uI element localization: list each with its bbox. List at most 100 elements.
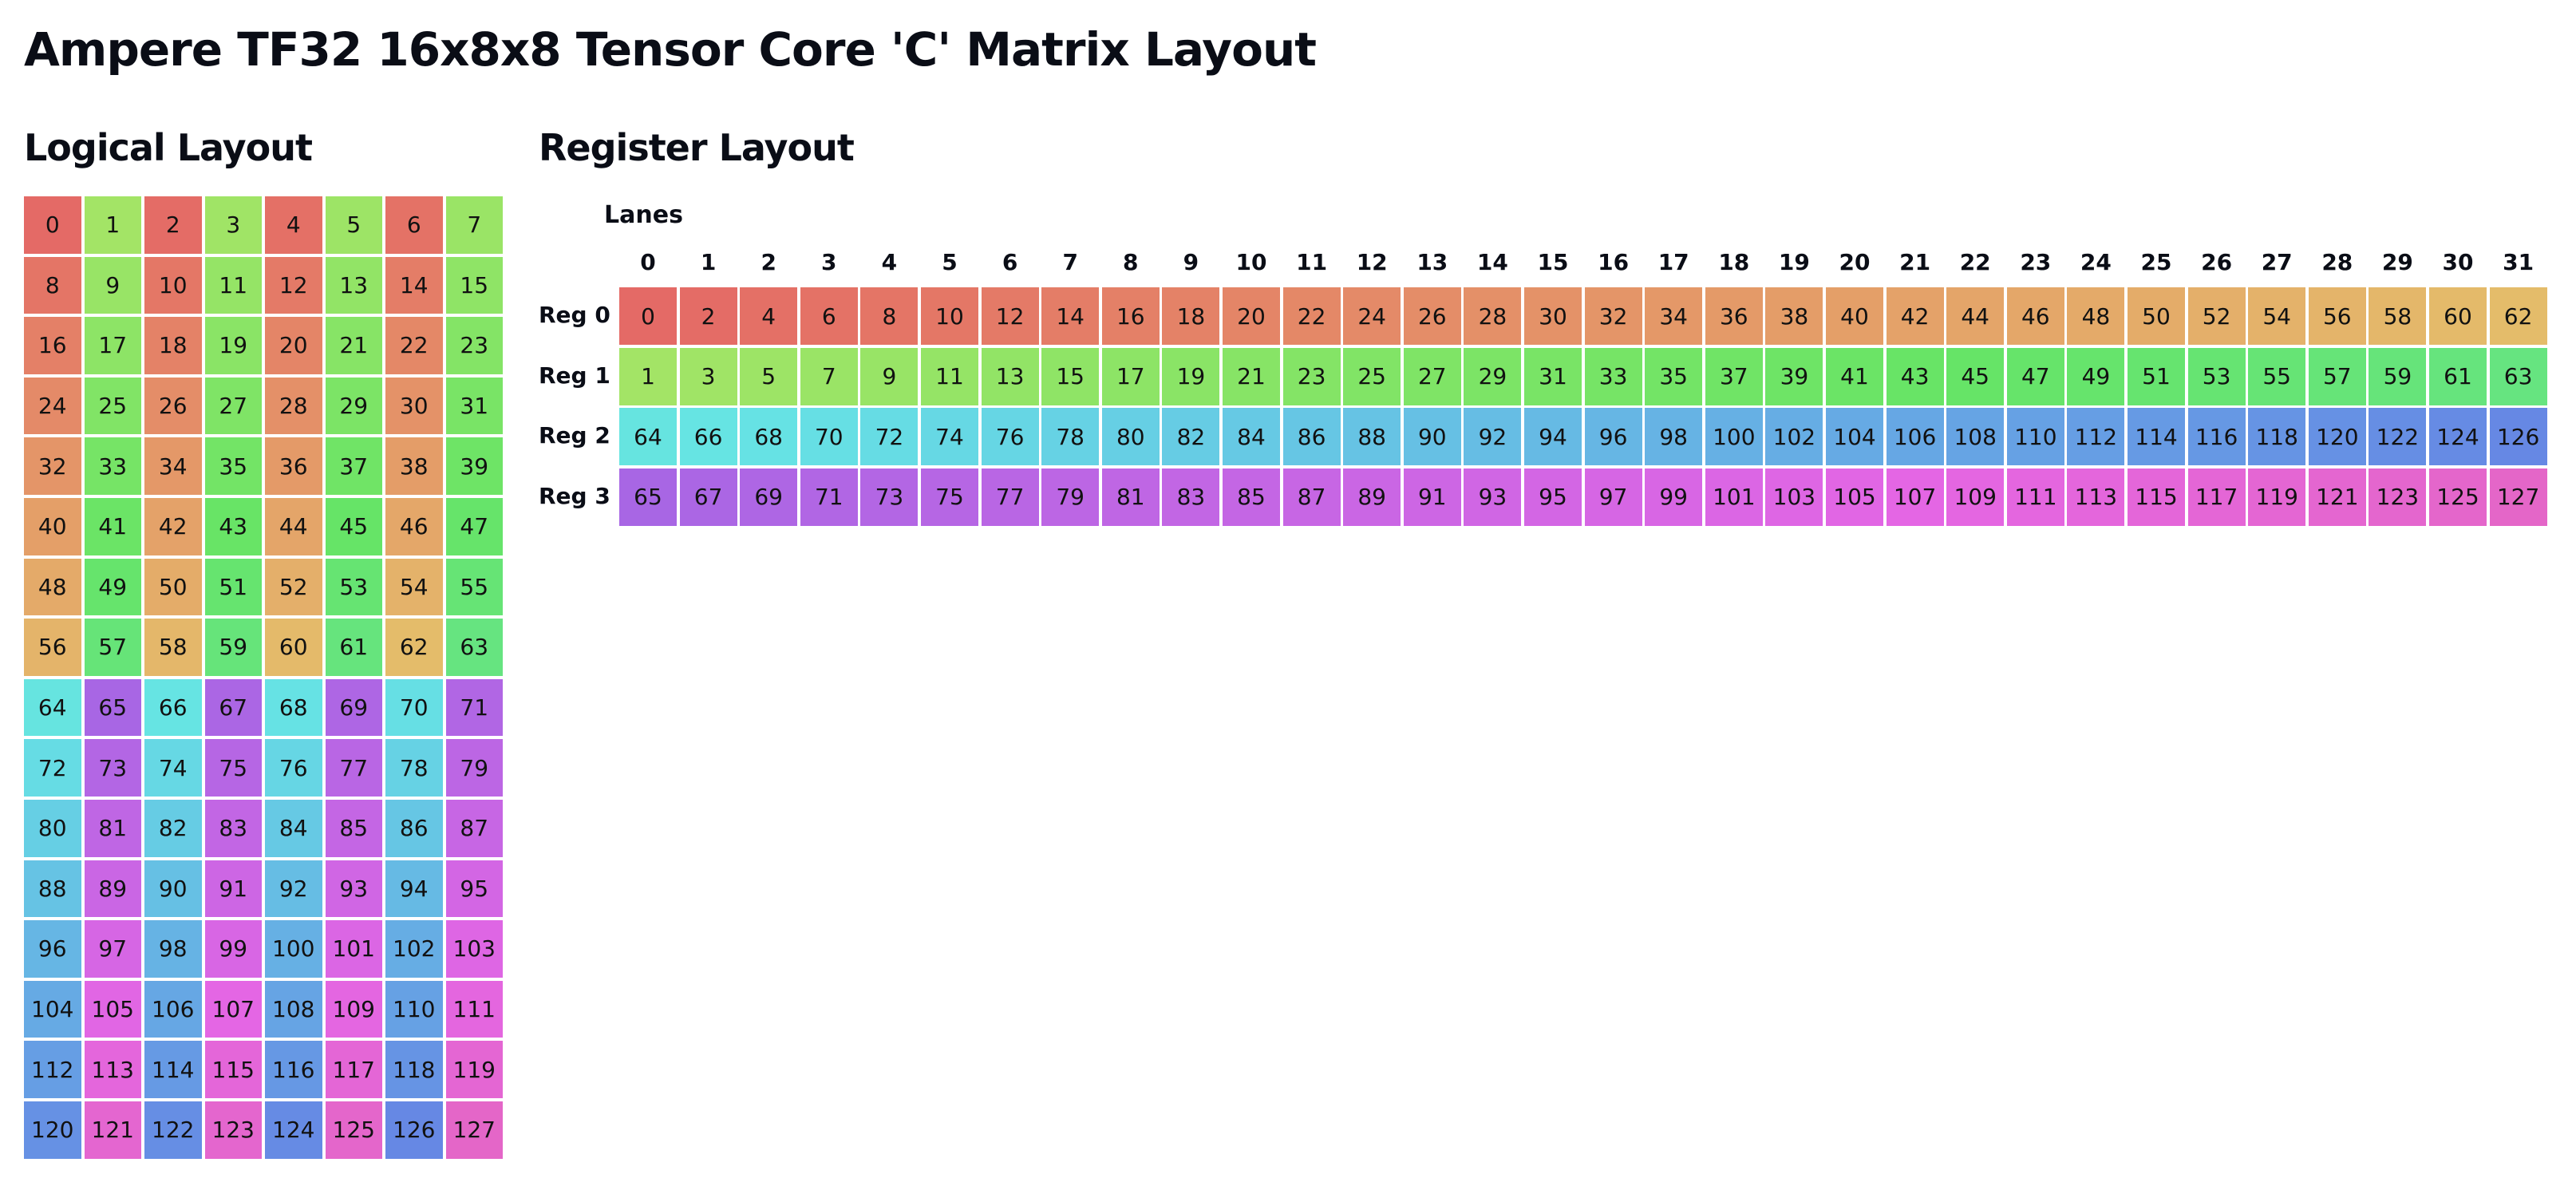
register-cell: 45 — [1946, 347, 2005, 405]
register-cell: 34 — [1645, 287, 1703, 345]
register-cell: 74 — [921, 408, 978, 465]
register-cell: 125 — [2429, 468, 2487, 526]
logical-cell: 124 — [265, 1101, 322, 1159]
logical-cell: 11 — [204, 256, 262, 314]
register-cell: 70 — [800, 408, 858, 465]
register-cell: 71 — [800, 468, 858, 526]
logical-cell: 92 — [265, 860, 322, 918]
logical-cell: 9 — [84, 256, 141, 314]
register-cell: 85 — [1223, 468, 1280, 526]
logical-cell: 79 — [445, 739, 503, 797]
register-cell: 87 — [1282, 468, 1341, 526]
register-cell: 46 — [2006, 287, 2064, 345]
register-cell: 81 — [1101, 468, 1160, 526]
register-cell: 94 — [1524, 408, 1582, 465]
register-cell: 62 — [2489, 287, 2547, 345]
register-cell: 14 — [1041, 287, 1100, 345]
logical-cell: 112 — [24, 1041, 81, 1098]
logical-cell: 26 — [144, 377, 202, 435]
logical-cell: 51 — [204, 558, 262, 616]
register-cell: 65 — [619, 468, 677, 526]
logical-cell: 75 — [204, 739, 262, 797]
logical-cell: 31 — [445, 377, 503, 435]
logical-cell: 60 — [265, 619, 322, 676]
lane-number: 10 — [1235, 249, 1267, 275]
logical-cell: 84 — [265, 800, 322, 857]
register-cell: 75 — [921, 468, 978, 526]
logical-cell: 107 — [204, 980, 262, 1038]
logical-cell: 48 — [24, 558, 81, 616]
register-cell: 117 — [2187, 468, 2246, 526]
register-cell: 64 — [619, 408, 677, 465]
logical-cell: 71 — [445, 678, 503, 737]
lane-number: 8 — [1123, 249, 1139, 275]
logical-cell: 17 — [84, 317, 141, 374]
logical-cell: 54 — [385, 558, 443, 616]
register-cell: 60 — [2429, 287, 2487, 345]
lane-number: 23 — [2020, 249, 2052, 275]
logical-cell: 85 — [325, 800, 382, 857]
register-cell: 32 — [1584, 287, 1642, 345]
logical-cell: 33 — [84, 437, 141, 495]
logical-cell: 96 — [24, 920, 81, 978]
register-cell: 39 — [1765, 347, 1823, 405]
register-cell: 78 — [1041, 408, 1100, 465]
logical-cell: 43 — [204, 498, 262, 555]
lane-number: 26 — [2201, 249, 2233, 275]
register-cell: 107 — [1886, 468, 1944, 526]
logical-cell: 55 — [445, 558, 503, 616]
lane-number: 11 — [1296, 249, 1328, 275]
logical-cell: 118 — [385, 1041, 443, 1098]
lane-number: 7 — [1062, 249, 1078, 275]
register-cell: 111 — [2006, 468, 2064, 526]
logical-cell: 12 — [265, 256, 322, 314]
logical-cell: 30 — [385, 377, 443, 435]
register-cell: 113 — [2067, 468, 2125, 526]
lane-number: 5 — [942, 249, 958, 275]
register-cell: 36 — [1705, 287, 1763, 345]
lane-number: 16 — [1598, 249, 1630, 275]
register-cell: 79 — [1041, 468, 1100, 526]
lane-number: 6 — [1002, 249, 1018, 275]
register-cell: 51 — [2128, 347, 2185, 405]
logical-cell: 14 — [385, 256, 443, 314]
logical-cell: 89 — [84, 860, 141, 918]
logical-cell: 87 — [445, 800, 503, 857]
register-cell: 4 — [740, 287, 798, 345]
logical-cell: 16 — [24, 317, 81, 374]
logical-cell: 120 — [24, 1101, 81, 1159]
lane-number: 1 — [700, 249, 717, 275]
register-cell: 72 — [860, 408, 919, 465]
register-cell: 57 — [2308, 347, 2366, 405]
register-cell: 54 — [2248, 287, 2306, 345]
lanes-label: Lanes — [604, 201, 683, 229]
register-cell: 66 — [679, 408, 737, 465]
register-cell: 43 — [1886, 347, 1944, 405]
lane-number: 13 — [1416, 249, 1448, 275]
register-cell: 35 — [1645, 347, 1703, 405]
logical-cell: 64 — [24, 678, 81, 737]
register-cell: 16 — [1101, 287, 1160, 345]
register-cell: 47 — [2006, 347, 2064, 405]
register-cell: 2 — [679, 287, 737, 345]
logical-cell: 102 — [385, 920, 443, 978]
logical-cell: 53 — [325, 558, 382, 616]
logical-cell: 10 — [144, 256, 202, 314]
logical-cell: 22 — [385, 317, 443, 374]
register-cell: 19 — [1162, 347, 1220, 405]
logical-cell: 44 — [265, 498, 322, 555]
logical-cell: 115 — [204, 1041, 262, 1098]
logical-cell: 76 — [265, 739, 322, 797]
logical-cell: 59 — [204, 619, 262, 676]
logical-cell: 125 — [325, 1101, 382, 1159]
register-cell: 91 — [1403, 468, 1461, 526]
register-cell: 106 — [1886, 408, 1944, 465]
lane-number: 28 — [2321, 249, 2353, 275]
register-cell: 37 — [1705, 347, 1763, 405]
register-cell: 20 — [1223, 287, 1280, 345]
logical-cell: 110 — [385, 980, 443, 1038]
logical-cell: 24 — [24, 377, 81, 435]
logical-cell: 122 — [144, 1101, 202, 1159]
logical-cell: 80 — [24, 800, 81, 857]
logical-cell: 34 — [144, 437, 202, 495]
